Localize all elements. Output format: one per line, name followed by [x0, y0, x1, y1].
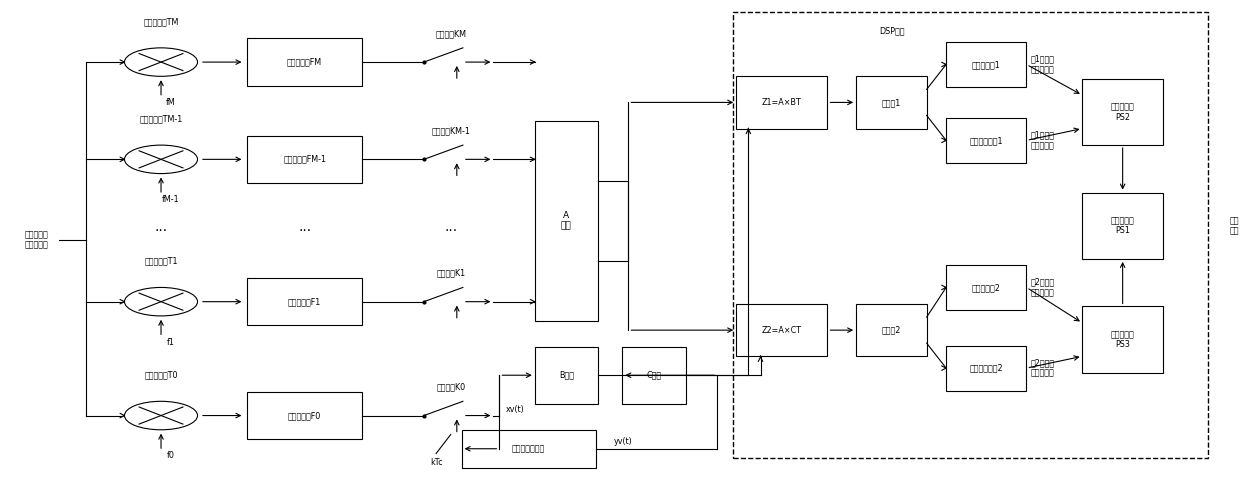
Bar	[733, 12, 1208, 458]
Bar	[534, 121, 598, 321]
Text: Z2=A×CT: Z2=A×CT	[761, 325, 802, 335]
Text: DSP芯片: DSP芯片	[879, 27, 905, 36]
Text: C矩阵: C矩阵	[646, 371, 662, 380]
Text: f1: f1	[167, 337, 175, 347]
Text: 采样开关K1: 采样开关K1	[436, 269, 465, 278]
Bar	[247, 392, 362, 439]
Bar	[856, 304, 926, 356]
Text: Z1=A×BT: Z1=A×BT	[761, 98, 802, 107]
Bar	[247, 278, 362, 325]
Text: 第1路解调
的调制比特: 第1路解调 的调制比特	[1030, 55, 1054, 74]
Text: 采样开关KM: 采样开关KM	[435, 29, 466, 38]
Bar	[946, 265, 1027, 310]
Text: 载波乘法器TM-1: 载波乘法器TM-1	[139, 115, 182, 123]
Text: 门限判决器2: 门限判决器2	[972, 283, 1001, 292]
Text: 载波乘法器T1: 载波乘法器T1	[144, 257, 177, 266]
Bar	[946, 118, 1027, 163]
Text: 匹配滤波器F0: 匹配滤波器F0	[288, 411, 321, 420]
Text: 匹配滤波器FM: 匹配滤波器FM	[288, 58, 322, 67]
Text: 希尔伯特滤波器: 希尔伯特滤波器	[512, 444, 546, 453]
Text: 门限判决器1: 门限判决器1	[972, 60, 1001, 69]
Text: 载波乘法器T0: 载波乘法器T0	[144, 371, 177, 380]
Bar	[946, 42, 1027, 87]
Text: B矩阵: B矩阵	[559, 371, 574, 380]
Text: fM-1: fM-1	[162, 195, 180, 204]
Bar	[1083, 79, 1163, 145]
Text: f0: f0	[167, 451, 175, 460]
Text: ···: ···	[298, 224, 311, 238]
Bar	[247, 136, 362, 183]
Bar	[946, 346, 1027, 391]
Text: 第2路解调
的调制比特: 第2路解调 的调制比特	[1030, 278, 1054, 297]
Text: fM: fM	[166, 98, 176, 107]
Bar	[622, 347, 686, 404]
Bar	[737, 304, 827, 356]
Text: 采样开关K0: 采样开关K0	[436, 383, 465, 392]
Text: 比较器1: 比较器1	[882, 98, 901, 107]
Text: 第1路解调
的索引比特: 第1路解调 的索引比特	[1030, 131, 1054, 150]
Bar	[856, 76, 926, 129]
Text: 接收来自发
送端的信号: 接收来自发 送端的信号	[25, 230, 48, 250]
Text: ···: ···	[155, 224, 167, 238]
Bar	[1083, 306, 1163, 373]
Text: 匹配滤波器F1: 匹配滤波器F1	[288, 297, 321, 306]
Text: 反索引映射器1: 反索引映射器1	[970, 136, 1003, 145]
Text: 第2路解调
的索引比特: 第2路解调 的索引比特	[1030, 359, 1054, 378]
Text: 反索引映射器2: 反索引映射器2	[970, 364, 1003, 372]
Bar	[1083, 192, 1163, 259]
Bar	[247, 38, 362, 86]
Text: 并串变换器
PS2: 并串变换器 PS2	[1111, 102, 1135, 121]
Bar	[461, 430, 595, 468]
Text: ···: ···	[444, 224, 458, 238]
Text: xv(t): xv(t)	[506, 405, 525, 414]
Bar	[534, 347, 598, 404]
Text: yv(t): yv(t)	[614, 437, 632, 446]
Text: 载波乘法器TM: 载波乘法器TM	[144, 17, 179, 26]
Text: 匹配滤波器FM-1: 匹配滤波器FM-1	[283, 155, 326, 164]
Text: A
矩阵: A 矩阵	[560, 211, 572, 231]
Text: kTc: kTc	[430, 457, 443, 467]
Text: 采样开关KM-1: 采样开关KM-1	[432, 126, 470, 135]
Bar	[737, 76, 827, 129]
Text: 数据
输出: 数据 输出	[1230, 216, 1239, 236]
Text: 并串变换器
PS1: 并串变换器 PS1	[1111, 216, 1135, 236]
Text: 并串变换器
PS3: 并串变换器 PS3	[1111, 330, 1135, 349]
Text: 比较器2: 比较器2	[882, 325, 901, 335]
